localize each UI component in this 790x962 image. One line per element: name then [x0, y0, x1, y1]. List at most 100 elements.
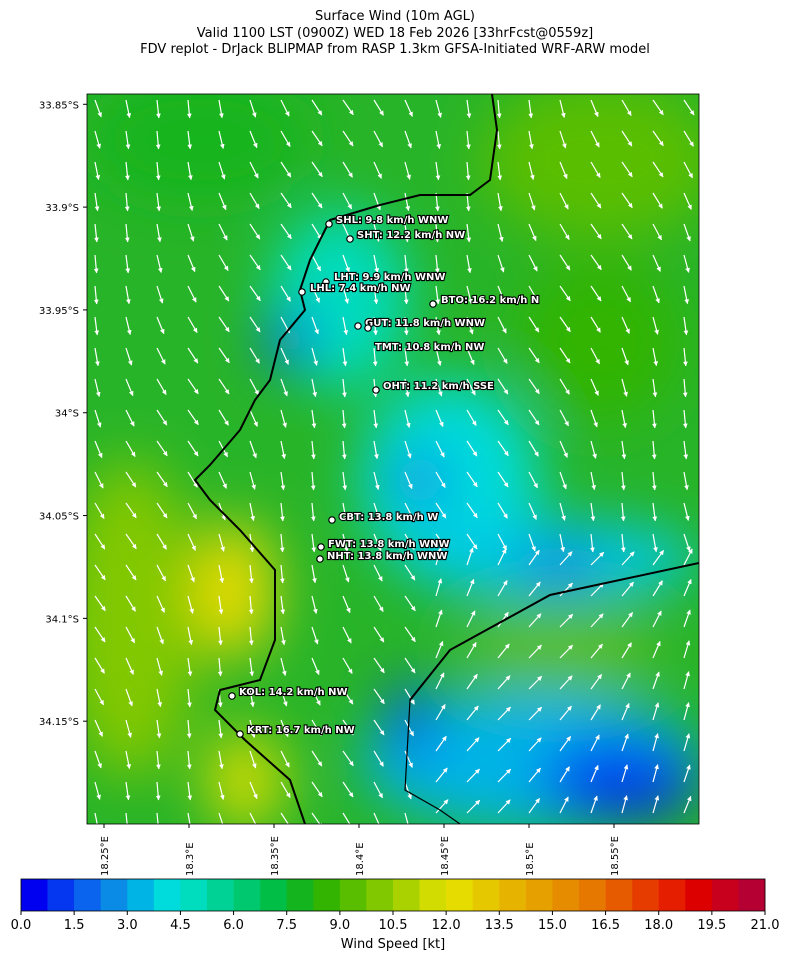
wind-arrow	[621, 378, 628, 397]
wind-arrow	[311, 781, 323, 798]
wind-arrow	[249, 812, 257, 824]
wind-arrow	[94, 564, 106, 581]
wind-arrow	[559, 99, 566, 118]
wind-arrow	[466, 737, 480, 752]
wind-arrow	[497, 502, 508, 519]
wind-arrow	[528, 409, 540, 426]
wind-arrow	[218, 533, 225, 552]
wind-arrow	[404, 812, 409, 824]
wind-arrow	[310, 502, 316, 522]
wind-arrow	[652, 795, 660, 814]
colorbar-segment	[233, 879, 261, 911]
wind-arrow	[280, 750, 290, 768]
boundary	[404, 699, 461, 824]
wind-arrow	[620, 502, 626, 522]
station-label: SHT: 12.2 km/h NW	[357, 230, 465, 241]
wind-arrow	[683, 533, 691, 552]
wind-arrow	[497, 471, 509, 488]
x-tick-label: 18.45°E	[440, 836, 451, 876]
wind-arrow	[466, 285, 473, 304]
wind-arrow	[94, 657, 105, 674]
colorbar-segment	[260, 879, 288, 911]
wind-arrow	[218, 409, 229, 426]
wind-arrow	[435, 130, 442, 150]
wind-arrow	[125, 130, 131, 150]
wind-arrow	[280, 657, 287, 676]
colorbar-tick-label: 9.0	[330, 918, 351, 933]
wind-arrows	[93, 99, 695, 824]
colorbar-segment	[658, 879, 686, 911]
wind-arrow	[497, 580, 508, 597]
wind-arrow	[156, 99, 161, 119]
wind-arrow	[466, 316, 474, 335]
wind-arrow	[466, 533, 478, 550]
wind-arrow	[528, 161, 535, 180]
station-label: OHT: 11.2 km/h SSE	[383, 381, 494, 392]
wind-arrow	[373, 440, 379, 460]
wind-arrow	[466, 705, 479, 721]
wind-arrow	[342, 378, 347, 398]
wind-arrow	[620, 533, 626, 553]
wind-arrow	[404, 626, 416, 643]
wind-arrow	[652, 764, 659, 783]
wind-arrow	[497, 611, 509, 628]
wind-arrow	[652, 533, 658, 553]
station-dot	[364, 324, 372, 332]
wind-arrow	[94, 316, 100, 336]
station-label: FWT: 13.8 km/h WNW	[328, 539, 450, 550]
wind-arrow	[528, 471, 538, 489]
wind-arrow	[683, 640, 691, 659]
wind-arrow	[249, 99, 257, 118]
wind-arrow	[683, 578, 692, 597]
wind-arrow	[652, 733, 659, 752]
colorbar-tick-label: 10.5	[379, 918, 408, 933]
wind-arrow	[404, 750, 413, 768]
wind-arrow	[218, 223, 228, 241]
wind-arrow	[373, 285, 379, 305]
station-label: NHT: 13.8 km/h WNW	[327, 551, 447, 562]
wind-arrow	[373, 688, 385, 705]
wind-arrow	[94, 688, 105, 706]
wind-arrow	[497, 768, 512, 783]
wind-arrow	[94, 223, 99, 243]
map-frame	[86, 93, 700, 825]
wind-arrow	[125, 812, 128, 824]
wind-arrow	[435, 767, 448, 783]
wind-arrow	[466, 471, 478, 488]
wind-arrow	[311, 192, 323, 209]
wind-arrow	[342, 285, 349, 304]
wind-arrow	[94, 595, 106, 612]
station-label: LHL: 7.4 km/h NW	[310, 283, 411, 294]
boundary	[409, 562, 699, 701]
wind-arrow	[94, 750, 102, 769]
wind-arrow	[435, 799, 449, 814]
coastline	[193, 94, 499, 824]
wind-arrow	[528, 347, 540, 364]
wind-arrow	[187, 347, 199, 364]
wind-arrow	[528, 644, 542, 659]
wind-arrow	[280, 347, 289, 365]
wind-arrow	[404, 502, 414, 520]
wind-arrow	[621, 795, 628, 814]
wind-arrow	[497, 347, 508, 364]
wind-arrow	[186, 750, 192, 770]
wind-arrow	[280, 254, 292, 271]
y-tick-label: 34.05°S	[39, 512, 79, 523]
wind-arrow	[496, 99, 502, 119]
wind-arrow	[186, 719, 192, 739]
wind-arrow	[280, 440, 287, 460]
colorbar-segment	[552, 879, 580, 911]
colorbar-segment	[605, 879, 633, 911]
wind-arrow	[528, 285, 539, 302]
wind-arrow	[403, 285, 409, 305]
colorbar-tick-label: 16.5	[591, 918, 620, 933]
wind-arrow	[435, 347, 442, 366]
wind-arrow	[342, 781, 354, 798]
wind-arrow	[156, 688, 163, 708]
wind-arrow	[559, 440, 568, 458]
wind-arrow	[218, 316, 230, 333]
wind-arrow	[311, 626, 319, 645]
colorbar-tick-label: 19.5	[697, 918, 726, 933]
wind-arrow	[652, 640, 661, 659]
wind-arrow	[652, 702, 660, 721]
